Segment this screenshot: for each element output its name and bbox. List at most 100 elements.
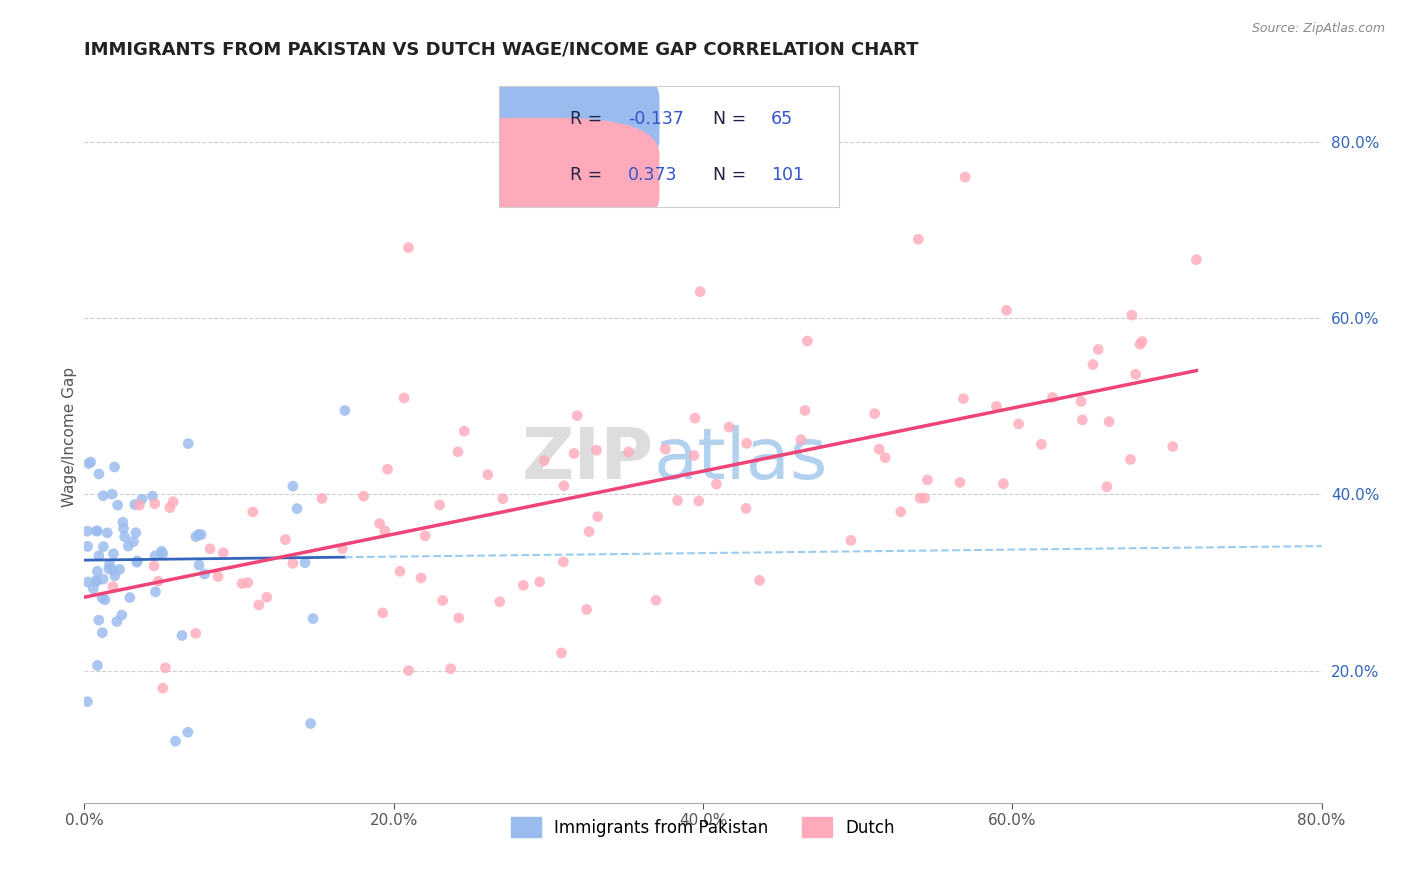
- Point: [567, 409, 589, 423]
- Point: [82, 582, 104, 596]
- Point: [103, 547, 125, 561]
- Point: [953, 170, 976, 185]
- Point: [683, 411, 706, 425]
- Point: [236, 575, 259, 590]
- Point: [118, 591, 141, 605]
- Point: [101, 580, 124, 594]
- Point: [165, 734, 187, 748]
- Point: [111, 607, 134, 622]
- Text: atlas: atlas: [654, 425, 828, 493]
- Point: [104, 568, 127, 582]
- Point: [76, 540, 98, 554]
- Point: [683, 449, 706, 463]
- Point: [86, 564, 108, 578]
- Point: [86, 658, 108, 673]
- Point: [125, 555, 148, 569]
- Point: [949, 475, 972, 490]
- Point: [101, 487, 124, 501]
- Text: ZIP: ZIP: [522, 425, 654, 493]
- Point: [299, 716, 322, 731]
- Point: [152, 547, 174, 561]
- Point: [80, 455, 103, 469]
- Point: [94, 592, 117, 607]
- Point: [124, 498, 146, 512]
- Point: [187, 527, 209, 541]
- Point: [413, 529, 436, 543]
- Point: [114, 530, 136, 544]
- Point: [150, 544, 173, 558]
- Point: [689, 285, 711, 299]
- Point: [302, 611, 325, 625]
- Point: [87, 467, 110, 481]
- Point: [908, 491, 931, 505]
- Point: [77, 457, 100, 471]
- Point: [512, 578, 534, 592]
- Point: [917, 473, 939, 487]
- Point: [453, 424, 475, 438]
- Y-axis label: Wage/Income Gap: Wage/Income Gap: [62, 367, 77, 508]
- Point: [863, 407, 886, 421]
- Point: [127, 554, 149, 568]
- Point: [131, 492, 153, 507]
- Legend: Immigrants from Pakistan, Dutch: Immigrants from Pakistan, Dutch: [503, 809, 903, 846]
- Point: [177, 725, 200, 739]
- Point: [439, 662, 461, 676]
- Point: [256, 591, 278, 605]
- Point: [952, 392, 974, 406]
- Point: [1185, 252, 1208, 267]
- Point: [1031, 437, 1053, 451]
- Point: [553, 479, 575, 493]
- Point: [188, 558, 211, 572]
- Point: [159, 500, 181, 515]
- Point: [162, 495, 184, 509]
- Point: [285, 501, 308, 516]
- Point: [212, 546, 235, 560]
- Point: [107, 498, 129, 512]
- Point: [247, 598, 270, 612]
- Point: [371, 606, 394, 620]
- Point: [447, 445, 470, 459]
- Point: [688, 494, 710, 508]
- Point: [488, 595, 510, 609]
- Point: [368, 516, 391, 531]
- Point: [87, 549, 110, 563]
- Point: [274, 533, 297, 547]
- Point: [1119, 452, 1142, 467]
- Point: [141, 489, 163, 503]
- Text: Source: ZipAtlas.com: Source: ZipAtlas.com: [1251, 22, 1385, 36]
- Point: [377, 462, 399, 476]
- Point: [148, 574, 170, 589]
- Point: [447, 611, 470, 625]
- Point: [429, 498, 451, 512]
- Point: [294, 556, 316, 570]
- Point: [578, 524, 600, 539]
- Point: [77, 574, 100, 589]
- Point: [890, 505, 912, 519]
- Point: [550, 646, 572, 660]
- Point: [86, 574, 108, 589]
- Point: [91, 591, 114, 605]
- Point: [617, 445, 640, 459]
- Point: [1087, 343, 1109, 357]
- Point: [281, 479, 304, 493]
- Point: [868, 442, 890, 457]
- Point: [98, 558, 121, 572]
- Point: [1130, 334, 1153, 349]
- Point: [117, 539, 139, 553]
- Point: [353, 489, 375, 503]
- Point: [1070, 394, 1092, 409]
- Point: [87, 613, 110, 627]
- Point: [145, 585, 167, 599]
- Point: [993, 476, 1015, 491]
- Point: [190, 527, 212, 541]
- Point: [177, 436, 200, 450]
- Point: [184, 626, 207, 640]
- Point: [562, 446, 585, 460]
- Point: [125, 525, 148, 540]
- Point: [986, 400, 1008, 414]
- Point: [586, 509, 609, 524]
- Point: [875, 450, 897, 465]
- Point: [152, 681, 174, 696]
- Point: [97, 562, 120, 576]
- Point: [1161, 440, 1184, 454]
